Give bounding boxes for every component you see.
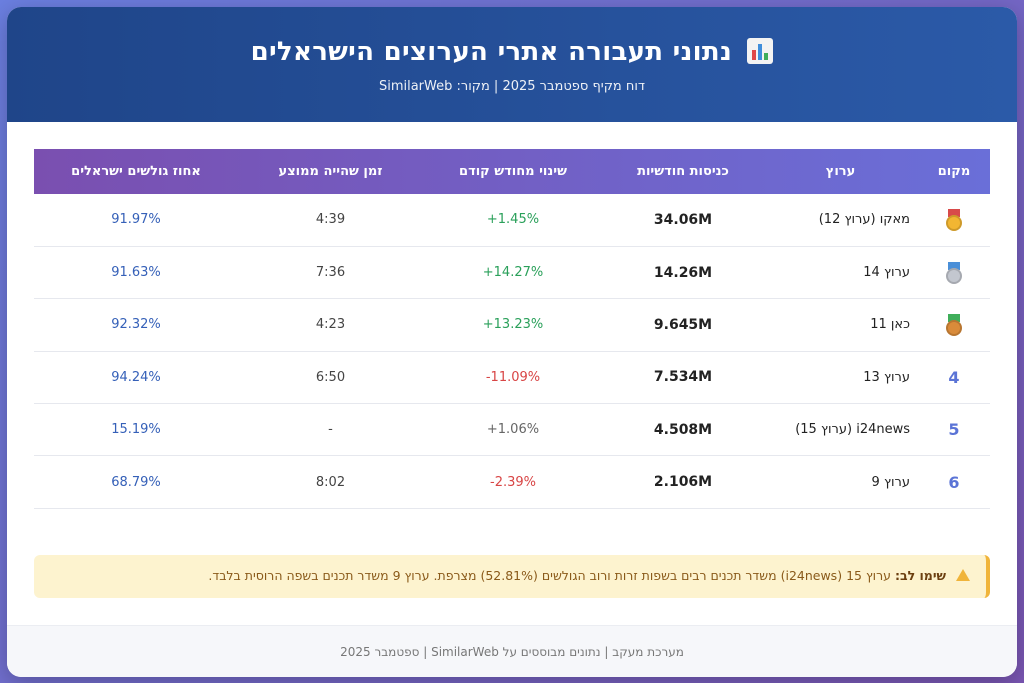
rank-cell: 4 (948, 367, 960, 387)
israeli-share-cell: 91.97% (111, 212, 161, 228)
time-cell: 7:36 (315, 265, 346, 281)
entries-cell: 34.06M (653, 211, 713, 228)
rank-cell (918, 246, 990, 298)
report-card: נתוני תעבורה אתרי הערוצים הישראלים דוח מ… (7, 7, 1017, 677)
column-header-israeli[interactable]: אחוז גולשים ישראלים (71, 164, 201, 179)
traffic-table: מקום ערוץ כניסות חודשיות שינוי מחודש קוד… (34, 149, 990, 509)
entries-cell: 9.645M (653, 316, 713, 333)
page-subtitle: דוח מקיף ספטמבר 2025 | מקור: SimilarWeb (378, 79, 646, 94)
table-row: כאן 11 9.645M +13.23% 4:23 92.32% (34, 299, 990, 352)
entries-cell: 2.106M (653, 474, 713, 491)
time-cell: 4:23 (315, 317, 346, 333)
table-row: 5 i24news (ערוץ 15) 4.508M +1.06% - 15.19% (34, 404, 990, 456)
column-header-time[interactable]: זמן שהייה ממוצע (278, 164, 383, 179)
footer: מערכת מעקב | נתונים מבוססים על SimilarWe… (7, 625, 1017, 677)
entries-cell: 4.508M (653, 421, 713, 438)
page-title: נתוני תעבורה אתרי הערוצים הישראלים (7, 37, 1017, 67)
israeli-share-cell: 15.19% (111, 422, 161, 438)
time-cell: 4:39 (315, 212, 346, 228)
table-header-row: מקום ערוץ כניסות חודשיות שינוי מחודש קוד… (34, 149, 990, 194)
report-header: נתוני תעבורה אתרי הערוצים הישראלים דוח מ… (7, 7, 1017, 122)
notice-text: ערוץ 15 (i24news) משדר תכנים רבים בשפות … (208, 568, 891, 583)
table-row: 4 ערוץ 13 7.534M -11.09% 6:50 94.24% (34, 351, 990, 404)
change-cell: +1.06% (486, 422, 540, 438)
channel-cell: ערוץ 9 (871, 474, 910, 490)
time-cell: 6:50 (315, 369, 346, 385)
column-header-channel[interactable]: ערוץ (825, 164, 856, 179)
israeli-share-cell: 68.79% (111, 474, 161, 490)
rank-cell (918, 194, 990, 246)
change-cell: -2.39% (490, 474, 536, 490)
table-row: מאקו (ערוץ 12) 34.06M +1.45% 4:39 91.97% (34, 194, 990, 247)
channel-cell: מאקו (ערוץ 12) (818, 212, 910, 228)
channel-cell: i24news (ערוץ 15) (795, 422, 910, 438)
bronze-medal-icon (945, 313, 963, 336)
column-header-change[interactable]: שינוי מחודש קודם (459, 164, 567, 179)
column-header-rank[interactable]: מקום (937, 164, 971, 179)
channel-cell: כאן 11 (870, 317, 910, 333)
warning-icon (956, 569, 970, 581)
rank-cell: 6 (948, 472, 960, 492)
time-cell: 8:02 (315, 474, 346, 490)
time-cell: - (328, 422, 333, 438)
entries-cell: 14.26M (653, 264, 713, 281)
change-cell: +13.23% (482, 317, 544, 333)
silver-medal-icon (945, 261, 963, 284)
channel-cell: ערוץ 14 (863, 265, 910, 281)
bar-chart-icon (747, 38, 774, 64)
column-header-entries[interactable]: כניסות חודשיות (637, 164, 729, 179)
channel-cell: ערוץ 13 (863, 369, 910, 385)
notice-box: שימו לב: ערוץ 15 (i24news) משדר תכנים רב… (34, 555, 990, 598)
israeli-share-cell: 91.63% (111, 265, 161, 281)
change-cell: +14.27% (482, 265, 544, 281)
rank-cell (918, 299, 990, 351)
change-cell: +1.45% (486, 212, 540, 228)
israeli-share-cell: 94.24% (111, 369, 161, 385)
notice-label: שימו לב: (894, 568, 947, 583)
rank-cell: 5 (948, 420, 960, 440)
change-cell: -11.09% (485, 369, 541, 385)
israeli-share-cell: 92.32% (111, 317, 161, 333)
entries-cell: 7.534M (653, 369, 713, 386)
table-row: 6 ערוץ 9 2.106M -2.39% 8:02 68.79% (34, 456, 990, 509)
table-row: ערוץ 14 14.26M +14.27% 7:36 91.63% (34, 246, 990, 299)
traffic-table-wrapper: מקום ערוץ כניסות חודשיות שינוי מחודש קוד… (34, 149, 990, 509)
page-title-text: נתוני תעבורה אתרי הערוצים הישראלים (250, 37, 733, 67)
gold-medal-icon (945, 208, 963, 231)
